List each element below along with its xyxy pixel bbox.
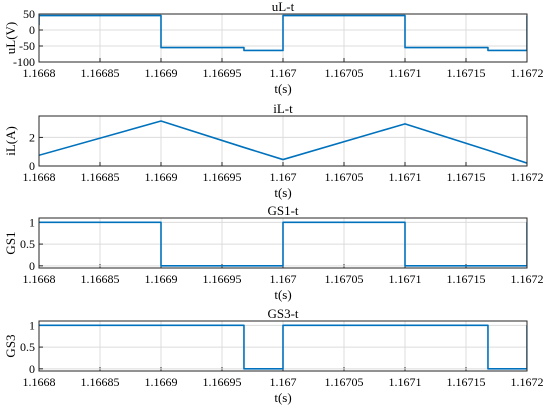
x-tick-label: 1.1672 xyxy=(511,272,544,286)
y-axis-label: iL(A) xyxy=(3,126,18,156)
series-line-1 xyxy=(39,324,527,370)
x-tick-label: 1.16695 xyxy=(203,375,242,389)
chart-title: GS3-t xyxy=(267,306,298,321)
x-tick-label: 1.1671 xyxy=(389,66,422,80)
x-tick-label: 1.16705 xyxy=(325,66,364,80)
axes-frame xyxy=(38,115,528,167)
axes-frame xyxy=(38,13,528,63)
y-axis-label: GS3 xyxy=(3,334,18,357)
x-tick-label: 1.1671 xyxy=(389,170,422,184)
x-tick-label: 1.1671 xyxy=(389,375,422,389)
y-tick-label: 50 xyxy=(23,7,35,21)
y-tick-label: 1 xyxy=(29,215,35,229)
axes-frame xyxy=(38,217,528,269)
x-tick-label: 1.1671 xyxy=(389,272,422,286)
y-axis-label: GS1 xyxy=(3,231,18,254)
x-axis-label: t(s) xyxy=(274,390,291,405)
y-axis-label: uL(V) xyxy=(3,22,18,55)
x-tick-label: 1.16695 xyxy=(203,170,242,184)
y-tick-label: 0 xyxy=(29,362,35,376)
x-axis-label: t(s) xyxy=(274,81,291,96)
x-tick-label: 1.16705 xyxy=(325,170,364,184)
y-tick-label: -50 xyxy=(19,39,35,53)
x-axis-label: t(s) xyxy=(274,287,291,302)
chart-title: GS1-t xyxy=(267,203,298,218)
y-tick-label: 0 xyxy=(29,259,35,273)
x-tick-label: 1.16705 xyxy=(325,375,364,389)
x-tick-label: 1.16715 xyxy=(447,375,486,389)
x-tick-label: 1.167 xyxy=(270,170,297,184)
series-line-1 xyxy=(39,221,527,267)
x-tick-label: 1.16685 xyxy=(81,272,120,286)
y-tick-label: 0 xyxy=(29,159,35,173)
x-tick-label: 1.1669 xyxy=(145,66,178,80)
y-tick-label: 0 xyxy=(29,23,35,37)
x-tick-label: 1.16715 xyxy=(447,272,486,286)
x-tick-label: 1.1672 xyxy=(511,375,544,389)
x-tick-label: 1.1669 xyxy=(145,375,178,389)
x-tick-label: 1.16715 xyxy=(447,170,486,184)
x-tick-label: 1.167 xyxy=(270,66,297,80)
chart-title: iL-t xyxy=(273,101,293,116)
x-tick-label: 1.16705 xyxy=(325,272,364,286)
x-tick-label: 1.1669 xyxy=(145,272,178,286)
x-tick-label: 1.1672 xyxy=(511,66,544,80)
x-tick-label: 1.1668 xyxy=(23,272,56,286)
x-tick-label: 1.1668 xyxy=(23,66,56,80)
x-tick-label: 1.16695 xyxy=(203,272,242,286)
x-tick-label: 1.1669 xyxy=(145,170,178,184)
panel-3: 1.1668 1.16685 1.1669 1.16695 1.167 1.16705 1.… xyxy=(3,203,544,302)
x-tick-label: 1.16685 xyxy=(81,375,120,389)
x-tick-label: 1.167 xyxy=(270,375,297,389)
panel-1: 1.1668 1.16685 1.1669 1.16695 1.167 1.16705 1.… xyxy=(3,0,544,96)
panel-4: 1.1668 1.16685 1.1669 1.16695 1.167 1.16705 1.… xyxy=(3,306,544,405)
y-tick-label: 1 xyxy=(29,318,35,332)
panel-2: 1.1668 1.16685 1.1669 1.16695 1.167 1.16705 1.… xyxy=(3,101,544,200)
x-tick-label: 1.167 xyxy=(270,272,297,286)
y-tick-label: 2 xyxy=(29,130,35,144)
x-tick-label: 1.1668 xyxy=(23,375,56,389)
x-tick-label: 1.1672 xyxy=(511,170,544,184)
series-line-1 xyxy=(39,120,527,164)
x-tick-label: 1.16715 xyxy=(447,66,486,80)
series-line-1 xyxy=(39,14,527,52)
y-tick-label: -100 xyxy=(13,55,35,69)
chart-title: uL-t xyxy=(272,0,295,14)
x-tick-label: 1.1668 xyxy=(23,170,56,184)
axes-frame xyxy=(38,320,528,372)
x-tick-label: 1.16695 xyxy=(203,66,242,80)
y-tick-label: 0.5 xyxy=(20,340,35,354)
y-tick-label: 0.5 xyxy=(20,237,35,251)
x-tick-label: 1.16685 xyxy=(81,170,120,184)
x-tick-label: 1.16685 xyxy=(81,66,120,80)
x-axis-label: t(s) xyxy=(274,185,291,200)
